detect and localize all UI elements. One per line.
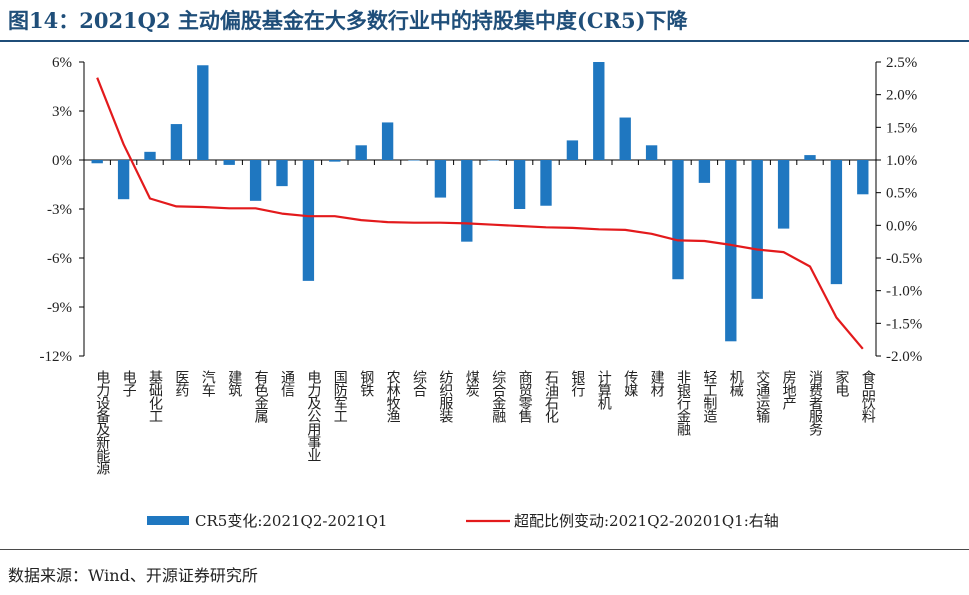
bar bbox=[698, 160, 711, 183]
bar bbox=[593, 62, 605, 160]
bar bbox=[329, 160, 341, 162]
y-left-tick-label: 0% bbox=[52, 153, 72, 169]
legend-label-line: 超配比例变动:2021Q2-20201Q1:右轴 bbox=[514, 512, 779, 530]
x-category-label: 商贸零售 bbox=[517, 370, 533, 423]
x-category-label: 基础化工 bbox=[147, 369, 163, 422]
x-category-label: 石油石化 bbox=[543, 370, 559, 424]
y-right-tick-label: -0.5% bbox=[886, 251, 922, 267]
y-left-tick-label: -12% bbox=[40, 349, 73, 365]
bar bbox=[619, 117, 631, 160]
bar bbox=[751, 160, 763, 299]
bar bbox=[857, 160, 869, 195]
x-category-label: 机械 bbox=[728, 370, 744, 397]
bar bbox=[381, 122, 394, 160]
x-category-label: 传媒 bbox=[622, 370, 638, 397]
bar bbox=[645, 145, 658, 160]
bar bbox=[117, 160, 130, 200]
bar bbox=[777, 160, 790, 229]
x-category-label: 医药 bbox=[173, 370, 189, 397]
bar bbox=[302, 160, 315, 281]
bar bbox=[725, 160, 737, 342]
bar bbox=[461, 160, 473, 242]
x-category-label: 轻工制造 bbox=[701, 370, 717, 424]
x-category-label: 有色金属 bbox=[253, 370, 269, 423]
x-category-label: 消费者服务 bbox=[807, 370, 823, 436]
x-category-label: 汽车 bbox=[200, 370, 216, 397]
x-category-label: 煤炭 bbox=[464, 370, 480, 397]
y-right-tick-label: 2.5% bbox=[886, 55, 917, 71]
legend-label-bar: CR5变化:2021Q2-2021Q1 bbox=[195, 512, 387, 530]
bar bbox=[566, 140, 579, 160]
source-note: 数据来源：Wind、开源证券研究所 bbox=[8, 566, 258, 585]
title-rule bbox=[0, 40, 969, 42]
y-right-tick-label: 1.5% bbox=[886, 120, 917, 136]
bar bbox=[249, 160, 262, 201]
y-left-tick-label: 6% bbox=[52, 55, 72, 71]
x-category-label: 食品饮料 bbox=[860, 369, 876, 423]
y-right-tick-label: 0.5% bbox=[886, 186, 917, 202]
bar bbox=[355, 145, 367, 160]
x-category-label: 银行 bbox=[569, 370, 585, 398]
x-category-label: 计算机 bbox=[596, 370, 612, 411]
bar bbox=[223, 160, 235, 165]
bar bbox=[276, 160, 288, 187]
y-right-tick-label: 2.0% bbox=[886, 88, 917, 104]
legend-swatch-bar bbox=[147, 516, 189, 525]
bar bbox=[197, 65, 209, 160]
x-category-label: 非银行金融 bbox=[675, 370, 691, 436]
x-category-label: 家电 bbox=[833, 369, 849, 397]
y-right-tick-label: -1.5% bbox=[886, 316, 922, 332]
bar bbox=[170, 124, 183, 160]
bar bbox=[830, 160, 843, 285]
x-category-label: 建筑 bbox=[226, 370, 242, 398]
y-right-tick-label: -2.0% bbox=[886, 349, 922, 365]
x-category-label: 综合 bbox=[411, 370, 427, 397]
y-left-tick-label: -9% bbox=[47, 300, 72, 316]
x-category-label: 电子 bbox=[121, 370, 137, 397]
y-right-tick-label: 1.0% bbox=[886, 153, 917, 169]
bar bbox=[513, 160, 526, 209]
bar bbox=[804, 155, 816, 160]
bar bbox=[672, 160, 684, 280]
bar bbox=[408, 160, 420, 161]
x-category-label: 电力设备及新能源 bbox=[94, 370, 110, 475]
x-category-label: 交通运输 bbox=[754, 369, 770, 423]
y-right-tick-label: -1.0% bbox=[886, 284, 922, 300]
x-category-label: 国防军工 bbox=[332, 370, 348, 422]
y-right-tick-label: 0.0% bbox=[886, 218, 917, 234]
x-category-label: 电力及公用事业 bbox=[305, 370, 321, 462]
x-category-label: 钢铁 bbox=[358, 370, 374, 397]
bar bbox=[91, 160, 103, 164]
x-category-label: 通信 bbox=[279, 370, 295, 397]
chart: 6% 3% 0% -3% -6% -9% -12% 2.5% 2.0% 1.5% 1.0% 0.5% 0… bbox=[40, 55, 923, 530]
chart-title: 图14：2021Q2 主动偏股基金在大多数行业中的持股集中度(CR5)下降 bbox=[8, 8, 688, 33]
bar bbox=[144, 151, 156, 160]
bar bbox=[487, 160, 499, 161]
bar bbox=[434, 160, 447, 198]
footer-rule bbox=[0, 549, 969, 550]
x-category-label: 房地产 bbox=[781, 370, 797, 411]
y-left-tick-label: -3% bbox=[47, 202, 72, 218]
series-line bbox=[96, 77, 864, 350]
y-left-tick-label: -6% bbox=[47, 251, 72, 267]
x-category-label: 综合金融 bbox=[490, 370, 506, 423]
bar bbox=[540, 160, 552, 206]
y-left-tick-label: 3% bbox=[52, 104, 72, 120]
x-category-label: 建材 bbox=[649, 370, 665, 397]
x-category-label: 农林牧渔 bbox=[385, 370, 401, 423]
x-category-label: 纺织服装 bbox=[437, 370, 453, 423]
